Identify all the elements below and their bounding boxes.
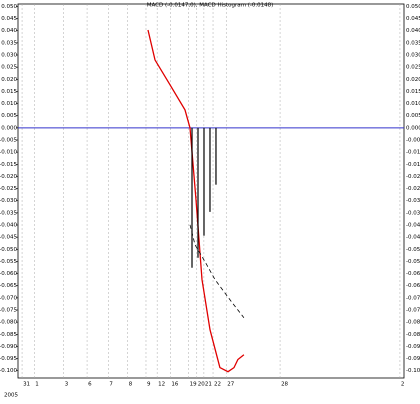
y-tick-label: 0.025 bbox=[1, 65, 17, 71]
y-tick-label: -0.100 bbox=[0, 368, 17, 374]
x-tick-label: 20 bbox=[198, 382, 205, 388]
y-tick-label: -0.065 bbox=[0, 283, 17, 289]
chart-title: MACD (-0.0147,0), MACD Histogram (-0.014… bbox=[147, 3, 274, 9]
y2-tick-label: 0.035 bbox=[406, 40, 420, 46]
y-tick-label: -0.040 bbox=[0, 223, 17, 229]
y2-tick-label: -0.075 bbox=[406, 308, 420, 314]
y-tick-label: 0.015 bbox=[1, 89, 17, 95]
y-tick-label: -0.095 bbox=[0, 356, 17, 362]
y2-tick-label: 0.010 bbox=[406, 101, 420, 107]
x-sublabel: 2005 bbox=[4, 393, 18, 399]
y-tick-label: 0.005 bbox=[1, 113, 17, 119]
y-tick-label: -0.015 bbox=[0, 162, 17, 168]
y2-tick-label: 0.015 bbox=[406, 89, 420, 95]
y2-tick-label: 0.005 bbox=[406, 113, 420, 119]
y2-tick-label: -0.010 bbox=[406, 150, 420, 156]
y2-tick-label: -0.045 bbox=[406, 235, 420, 241]
x-tick-label: 9 bbox=[147, 382, 151, 388]
y2-tick-label: 0.045 bbox=[406, 16, 420, 22]
y-tick-label: -0.010 bbox=[0, 150, 17, 156]
y-tick-label: 0.050 bbox=[1, 4, 17, 10]
x-tick-label: 21 bbox=[205, 382, 212, 388]
y-tick-label: -0.075 bbox=[0, 308, 17, 314]
y-tick-label: -0.005 bbox=[0, 138, 17, 144]
y2-tick-label: -0.025 bbox=[406, 186, 420, 192]
x-tick-label: 31 bbox=[23, 382, 30, 388]
x-tick-label: 28 bbox=[281, 382, 288, 388]
y2-tick-label: -0.085 bbox=[406, 332, 420, 338]
x-tick-label: 27 bbox=[227, 382, 234, 388]
x-tick-label: 3 bbox=[65, 382, 69, 388]
y-tick-label: 0.035 bbox=[1, 40, 17, 46]
y-tick-label: -0.025 bbox=[0, 186, 17, 192]
x-tick-label: 6 bbox=[88, 382, 92, 388]
y2-tick-label: -0.095 bbox=[406, 356, 420, 362]
y2-tick-label: -0.020 bbox=[406, 174, 420, 180]
y2-tick-label: -0.060 bbox=[406, 271, 420, 277]
y2-tick-label: 0.000 bbox=[406, 125, 420, 131]
y2-tick-label: -0.005 bbox=[406, 138, 420, 144]
y-tick-label: -0.035 bbox=[0, 210, 17, 216]
x-tick-label: 1 bbox=[35, 382, 39, 388]
y-tick-label: 0.045 bbox=[1, 16, 17, 22]
y2-tick-label: 0.030 bbox=[406, 53, 420, 59]
y2-tick-label: -0.030 bbox=[406, 198, 420, 204]
y2-tick-label: 0.020 bbox=[406, 77, 420, 83]
y-tick-label: -0.085 bbox=[0, 332, 17, 338]
y2-tick-label: -0.015 bbox=[406, 162, 420, 168]
y-tick-label: -0.020 bbox=[0, 174, 17, 180]
y-tick-label: -0.045 bbox=[0, 235, 17, 241]
x-tick-label: 12 bbox=[158, 382, 165, 388]
y2-tick-label: -0.070 bbox=[406, 295, 420, 301]
x-tick-label: 16 bbox=[171, 382, 178, 388]
x-tick-label: 8 bbox=[129, 382, 133, 388]
y2-tick-label: -0.050 bbox=[406, 247, 420, 253]
y-tick-label: 0.020 bbox=[1, 77, 17, 83]
y2-tick-label: -0.100 bbox=[406, 368, 420, 374]
y-tick-label: 0.040 bbox=[1, 28, 17, 34]
y2-tick-label: -0.065 bbox=[406, 283, 420, 289]
y2-tick-label: -0.035 bbox=[406, 210, 420, 216]
x-tick-label: 22 bbox=[214, 382, 221, 388]
y-tick-label: -0.080 bbox=[0, 320, 17, 326]
y-tick-label: -0.090 bbox=[0, 344, 17, 350]
series-line bbox=[147, 29, 245, 373]
y-tick-label: 0.010 bbox=[1, 101, 17, 107]
y-tick-label: 0.030 bbox=[1, 53, 17, 59]
x-tick-label: 7 bbox=[109, 382, 113, 388]
y2-tick-label: 0.040 bbox=[406, 28, 420, 34]
y2-tick-label: 0.050 bbox=[406, 4, 420, 10]
x-tick-label: 19 bbox=[190, 382, 197, 388]
series-line bbox=[189, 224, 245, 319]
y-tick-label: -0.050 bbox=[0, 247, 17, 253]
x-tick-label: 2 bbox=[401, 382, 405, 388]
y2-tick-label: -0.055 bbox=[406, 259, 420, 265]
y2-tick-label: 0.025 bbox=[406, 65, 420, 71]
y-tick-label: -0.055 bbox=[0, 259, 17, 265]
y-tick-label: -0.070 bbox=[0, 295, 17, 301]
y-tick-label: -0.030 bbox=[0, 198, 17, 204]
y-tick-label: -0.060 bbox=[0, 271, 17, 277]
y2-tick-label: -0.080 bbox=[406, 320, 420, 326]
y-tick-label: 0.000 bbox=[1, 125, 17, 131]
plot-frame bbox=[17, 3, 405, 379]
y2-tick-label: -0.090 bbox=[406, 344, 420, 350]
y2-tick-label: -0.040 bbox=[406, 223, 420, 229]
